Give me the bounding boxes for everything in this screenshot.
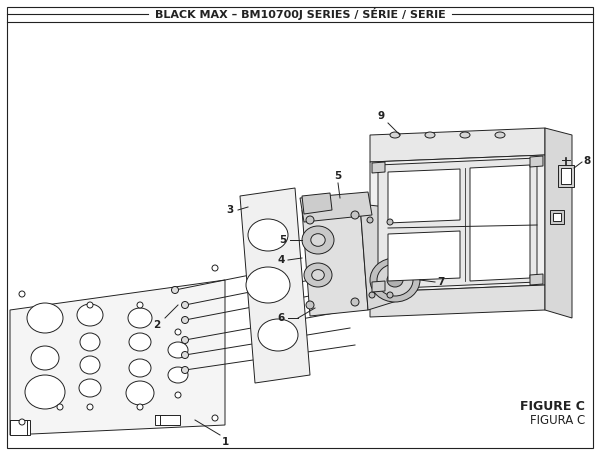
Polygon shape bbox=[372, 162, 385, 173]
Text: FIGURE C: FIGURE C bbox=[520, 400, 585, 414]
Ellipse shape bbox=[79, 379, 101, 397]
Ellipse shape bbox=[390, 132, 400, 138]
Circle shape bbox=[57, 404, 63, 410]
Ellipse shape bbox=[128, 308, 152, 328]
Circle shape bbox=[87, 404, 93, 410]
Ellipse shape bbox=[248, 219, 288, 251]
Text: 8: 8 bbox=[583, 156, 590, 166]
Ellipse shape bbox=[302, 226, 334, 254]
Ellipse shape bbox=[311, 234, 325, 246]
Circle shape bbox=[19, 419, 25, 425]
Circle shape bbox=[172, 287, 179, 293]
Polygon shape bbox=[530, 156, 543, 167]
Circle shape bbox=[175, 392, 181, 398]
Polygon shape bbox=[370, 285, 545, 317]
Polygon shape bbox=[240, 188, 310, 383]
Circle shape bbox=[306, 301, 314, 309]
Polygon shape bbox=[360, 204, 400, 310]
Ellipse shape bbox=[31, 346, 59, 370]
Text: 5: 5 bbox=[334, 171, 341, 181]
Polygon shape bbox=[545, 128, 572, 318]
Polygon shape bbox=[10, 420, 30, 435]
Circle shape bbox=[369, 292, 375, 298]
Ellipse shape bbox=[77, 304, 103, 326]
Ellipse shape bbox=[246, 267, 290, 303]
Circle shape bbox=[19, 291, 25, 297]
Ellipse shape bbox=[80, 333, 100, 351]
Text: 9: 9 bbox=[378, 111, 385, 121]
Circle shape bbox=[182, 352, 188, 359]
Ellipse shape bbox=[495, 132, 505, 138]
Ellipse shape bbox=[370, 258, 420, 302]
Polygon shape bbox=[300, 192, 372, 222]
Circle shape bbox=[182, 337, 188, 344]
Ellipse shape bbox=[304, 263, 332, 287]
Circle shape bbox=[137, 404, 143, 410]
Polygon shape bbox=[370, 128, 545, 162]
Ellipse shape bbox=[168, 342, 188, 358]
Circle shape bbox=[87, 302, 93, 308]
Circle shape bbox=[175, 329, 181, 335]
Ellipse shape bbox=[129, 333, 151, 351]
Text: 6: 6 bbox=[278, 313, 285, 323]
Polygon shape bbox=[372, 281, 385, 292]
Circle shape bbox=[212, 265, 218, 271]
Text: 7: 7 bbox=[437, 277, 445, 287]
Circle shape bbox=[387, 292, 393, 298]
Ellipse shape bbox=[425, 132, 435, 138]
Ellipse shape bbox=[80, 356, 100, 374]
Polygon shape bbox=[302, 204, 368, 316]
Ellipse shape bbox=[460, 132, 470, 138]
Ellipse shape bbox=[387, 273, 403, 287]
Polygon shape bbox=[388, 231, 460, 281]
Ellipse shape bbox=[168, 367, 188, 383]
Circle shape bbox=[351, 298, 359, 306]
Text: 3: 3 bbox=[227, 205, 234, 215]
Polygon shape bbox=[470, 165, 530, 281]
Ellipse shape bbox=[377, 264, 413, 296]
Circle shape bbox=[182, 317, 188, 324]
Ellipse shape bbox=[258, 319, 298, 351]
Text: 1: 1 bbox=[222, 437, 229, 447]
Circle shape bbox=[182, 366, 188, 374]
Text: 5: 5 bbox=[279, 235, 286, 245]
Polygon shape bbox=[155, 415, 180, 425]
Circle shape bbox=[367, 217, 373, 223]
Bar bbox=[550, 210, 564, 224]
Circle shape bbox=[212, 415, 218, 421]
Polygon shape bbox=[530, 274, 543, 285]
Text: 2: 2 bbox=[153, 320, 160, 330]
Polygon shape bbox=[378, 158, 537, 289]
Polygon shape bbox=[10, 280, 225, 435]
Bar bbox=[553, 213, 561, 221]
Text: BLACK MAX – BM10700J SERIES / SÉRIE / SERIE: BLACK MAX – BM10700J SERIES / SÉRIE / SE… bbox=[155, 8, 445, 20]
Polygon shape bbox=[302, 193, 332, 214]
Ellipse shape bbox=[25, 375, 65, 409]
Polygon shape bbox=[370, 155, 545, 292]
Circle shape bbox=[137, 302, 143, 308]
Circle shape bbox=[182, 302, 188, 308]
Bar bbox=[558, 165, 574, 187]
Bar bbox=[561, 168, 571, 184]
Ellipse shape bbox=[312, 270, 325, 280]
Text: 4: 4 bbox=[278, 255, 285, 265]
Circle shape bbox=[387, 219, 393, 225]
Circle shape bbox=[306, 216, 314, 224]
Text: FIGURA C: FIGURA C bbox=[530, 414, 585, 426]
Ellipse shape bbox=[129, 359, 151, 377]
Circle shape bbox=[351, 211, 359, 219]
Polygon shape bbox=[388, 169, 460, 223]
Ellipse shape bbox=[27, 303, 63, 333]
Ellipse shape bbox=[126, 381, 154, 405]
